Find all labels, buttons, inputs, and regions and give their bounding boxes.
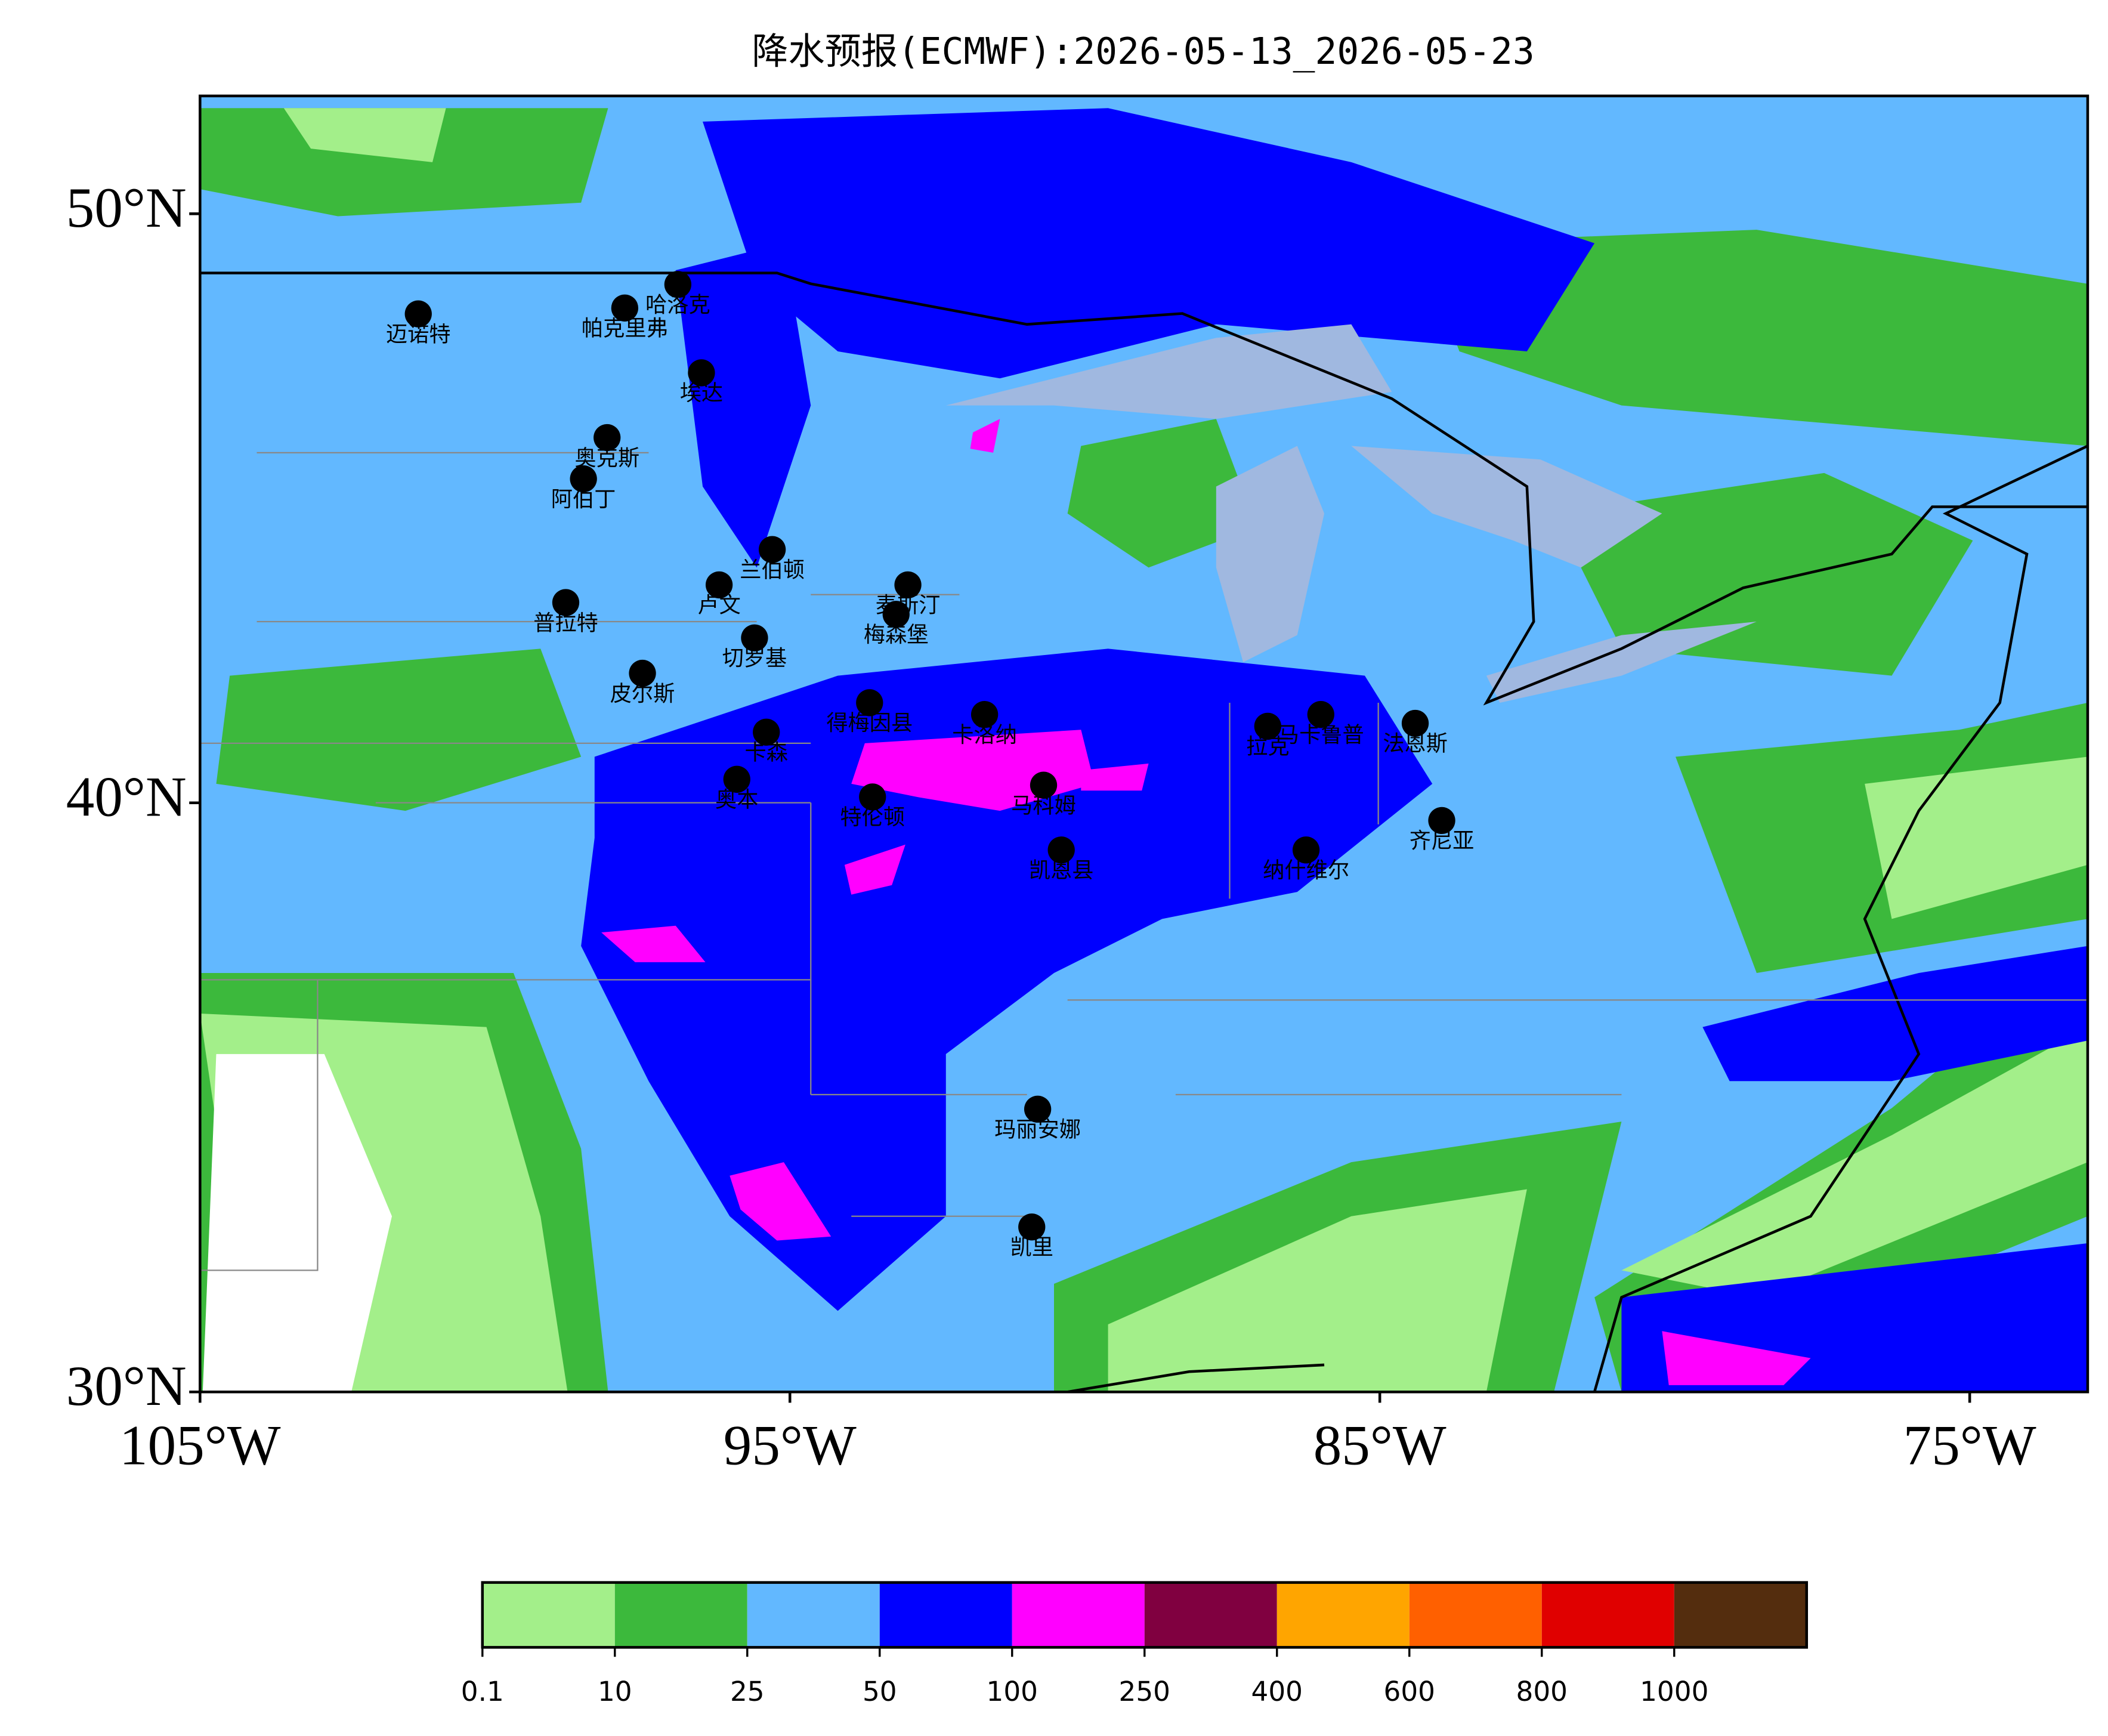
colorbar-swatch — [1012, 1582, 1145, 1648]
city-marker — [723, 765, 750, 793]
map-frame — [199, 94, 2090, 1394]
city-label: 拉克 — [1246, 734, 1289, 759]
x-tick-label: 75°W — [1903, 1414, 2036, 1477]
city-marker — [664, 271, 692, 298]
colorbar-swatch — [614, 1582, 747, 1648]
colorbar-tick-label: 10 — [598, 1676, 632, 1707]
title: 降水预报(ECMWF):2026-05-13_2026-05-23 — [752, 30, 1534, 73]
city-marker — [894, 571, 922, 599]
colorbar-tick-label: 400 — [1251, 1676, 1303, 1707]
city-marker — [1018, 1213, 1046, 1241]
city-marker — [1401, 709, 1429, 737]
colorbar-swatch — [1144, 1582, 1277, 1648]
city-label: 迈诺特 — [386, 321, 451, 347]
colorbar-tick-label: 0.1 — [461, 1676, 504, 1707]
colorbar-swatch — [747, 1582, 880, 1648]
city-marker — [859, 783, 886, 811]
precip-field — [200, 95, 2088, 1392]
city-marker — [552, 589, 580, 616]
city-marker — [1024, 1095, 1052, 1123]
city-marker — [1307, 701, 1334, 728]
city-label: 纳什维尔 — [1263, 857, 1349, 883]
city-marker — [611, 294, 639, 322]
city-marker — [882, 601, 910, 628]
city-label: 马科姆 — [1011, 792, 1076, 818]
city-label: 皮尔斯 — [610, 681, 675, 706]
city-marker — [570, 465, 597, 493]
city-marker — [1428, 807, 1455, 835]
city-marker — [1254, 712, 1281, 740]
x-tick-label: 85°W — [1313, 1414, 1446, 1477]
city-label: 普拉特 — [533, 610, 598, 635]
city-marker — [753, 718, 780, 746]
city-label: 凯里 — [1010, 1234, 1053, 1260]
city-marker — [758, 536, 786, 563]
city-label: 埃达 — [680, 380, 723, 406]
colorbar-tick-label: 600 — [1384, 1676, 1435, 1707]
city-label: 卡森 — [744, 740, 787, 765]
city-marker — [1292, 836, 1320, 864]
colorbar-swatch — [1276, 1582, 1410, 1648]
x-tick-label: 95°W — [724, 1414, 857, 1477]
city-label: 马卡鲁普 — [1278, 722, 1364, 747]
y-tick-label: 30°N — [66, 1354, 187, 1417]
y-tick-label: 40°N — [66, 765, 187, 829]
city-label: 卡洛纳 — [952, 722, 1017, 747]
city-marker — [688, 359, 715, 387]
city-label: 帕克里弗 — [582, 316, 668, 341]
city-label: 法恩斯 — [1383, 731, 1448, 756]
city-label: 得梅因县 — [826, 710, 913, 736]
city-marker — [1030, 771, 1058, 799]
city-marker — [705, 571, 733, 599]
x-tick-label: 105°W — [119, 1414, 281, 1477]
colorbar-swatch — [1674, 1582, 1807, 1648]
colorbar-tick-label: 100 — [987, 1676, 1038, 1707]
colorbar-swatch — [482, 1582, 615, 1648]
city-label: 特伦顿 — [840, 804, 905, 830]
city-marker — [1047, 836, 1075, 864]
city-marker — [594, 424, 621, 452]
city-marker — [970, 701, 999, 728]
city-marker — [741, 624, 768, 651]
city-label: 凯恩县 — [1029, 857, 1094, 883]
city-label: 哈洛克 — [645, 292, 710, 317]
city-label: 齐尼亚 — [1410, 828, 1475, 854]
city-label: 切罗基 — [722, 645, 787, 671]
colorbar-swatch — [879, 1582, 1012, 1648]
city-marker — [856, 689, 883, 716]
colorbar-tick-label: 25 — [730, 1676, 765, 1707]
city-label: 玛丽安娜 — [994, 1117, 1081, 1142]
city-marker — [629, 659, 656, 687]
city-label: 奥本 — [715, 787, 758, 813]
colorbar-tick-label: 50 — [863, 1676, 897, 1707]
colorbar-swatch — [1541, 1582, 1674, 1648]
city-marker — [404, 300, 432, 328]
colorbar-tick-label: 1000 — [1640, 1676, 1708, 1707]
colorbar-tick-label: 800 — [1516, 1676, 1568, 1707]
city-label: 梅森堡 — [864, 622, 929, 647]
colorbar-swatch — [1409, 1582, 1542, 1648]
y-tick-label: 50°N — [66, 176, 187, 239]
colorbar-tick-label: 250 — [1119, 1676, 1170, 1707]
city-label: 阿伯丁 — [551, 486, 616, 512]
city-label: 兰伯顿 — [740, 557, 805, 582]
city-label: 卢文 — [697, 592, 740, 618]
